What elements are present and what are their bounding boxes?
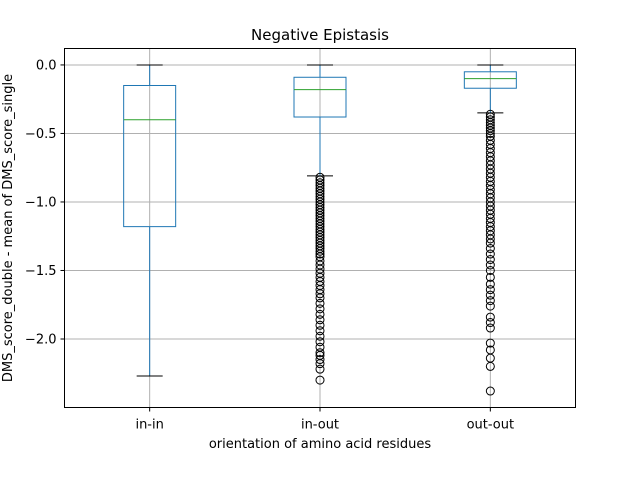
flier-point xyxy=(315,355,325,365)
box-in-out xyxy=(293,76,347,118)
y-axis-label: DMS_score_double - mean of DMS_score_sin… xyxy=(1,74,16,382)
flier-point xyxy=(485,338,495,348)
flier-point xyxy=(485,279,495,289)
flier-point xyxy=(315,320,325,330)
flier-point xyxy=(485,272,495,282)
x-tick-label: in-out xyxy=(301,418,339,433)
flier-point xyxy=(485,244,495,254)
flier-point xyxy=(485,260,495,270)
x-axis: in-in in-out out-out xyxy=(135,407,515,433)
flier-point xyxy=(315,304,325,314)
box-in-in xyxy=(123,84,177,228)
flier-point xyxy=(485,238,495,248)
flier-point xyxy=(485,361,495,371)
flier-layer xyxy=(315,109,495,396)
flier-point xyxy=(485,128,495,138)
flier-point xyxy=(485,323,495,333)
flier-point xyxy=(485,234,495,244)
y-tick-label: −0.5 xyxy=(25,127,57,142)
flier-point xyxy=(315,348,325,358)
flier-point xyxy=(485,318,495,328)
flier-point xyxy=(485,255,495,265)
flier-point xyxy=(485,301,495,311)
x-tick-label: in-in xyxy=(135,418,163,433)
flier-point xyxy=(315,246,325,256)
x-tick-label: out-out xyxy=(467,418,515,433)
flier-point xyxy=(315,375,325,385)
y-tick-label: 0.0 xyxy=(36,58,57,73)
y-tick-label: −1.5 xyxy=(25,264,57,279)
flier-point xyxy=(315,289,325,299)
y-axis: 0.0 −0.5 −1.0 −1.5 −2.0 xyxy=(25,58,65,347)
flier-point xyxy=(315,359,325,369)
flier-point xyxy=(315,364,325,374)
flier-point xyxy=(315,331,325,341)
flier-point xyxy=(315,298,325,308)
flier-point xyxy=(485,386,495,396)
flier-point xyxy=(485,290,495,300)
flier-point xyxy=(485,249,495,259)
y-tick-label: −2.0 xyxy=(25,332,57,347)
y-tick-label: −1.0 xyxy=(25,195,57,210)
box-layer xyxy=(123,64,517,377)
flier-point xyxy=(315,337,325,347)
flier-point xyxy=(485,312,495,322)
box-out-out xyxy=(463,71,517,89)
flier-point xyxy=(315,309,325,319)
flier-point xyxy=(315,315,325,325)
flier-point xyxy=(485,296,495,306)
flier-point xyxy=(315,249,325,259)
flier-point xyxy=(485,126,495,136)
flier-point xyxy=(485,285,495,295)
flier-point xyxy=(315,326,325,336)
flier-point xyxy=(485,265,495,275)
flier-point xyxy=(315,293,325,303)
chart-title: Negative Epistasis xyxy=(251,26,389,44)
x-axis-label: orientation of amino acid residues xyxy=(209,437,432,452)
